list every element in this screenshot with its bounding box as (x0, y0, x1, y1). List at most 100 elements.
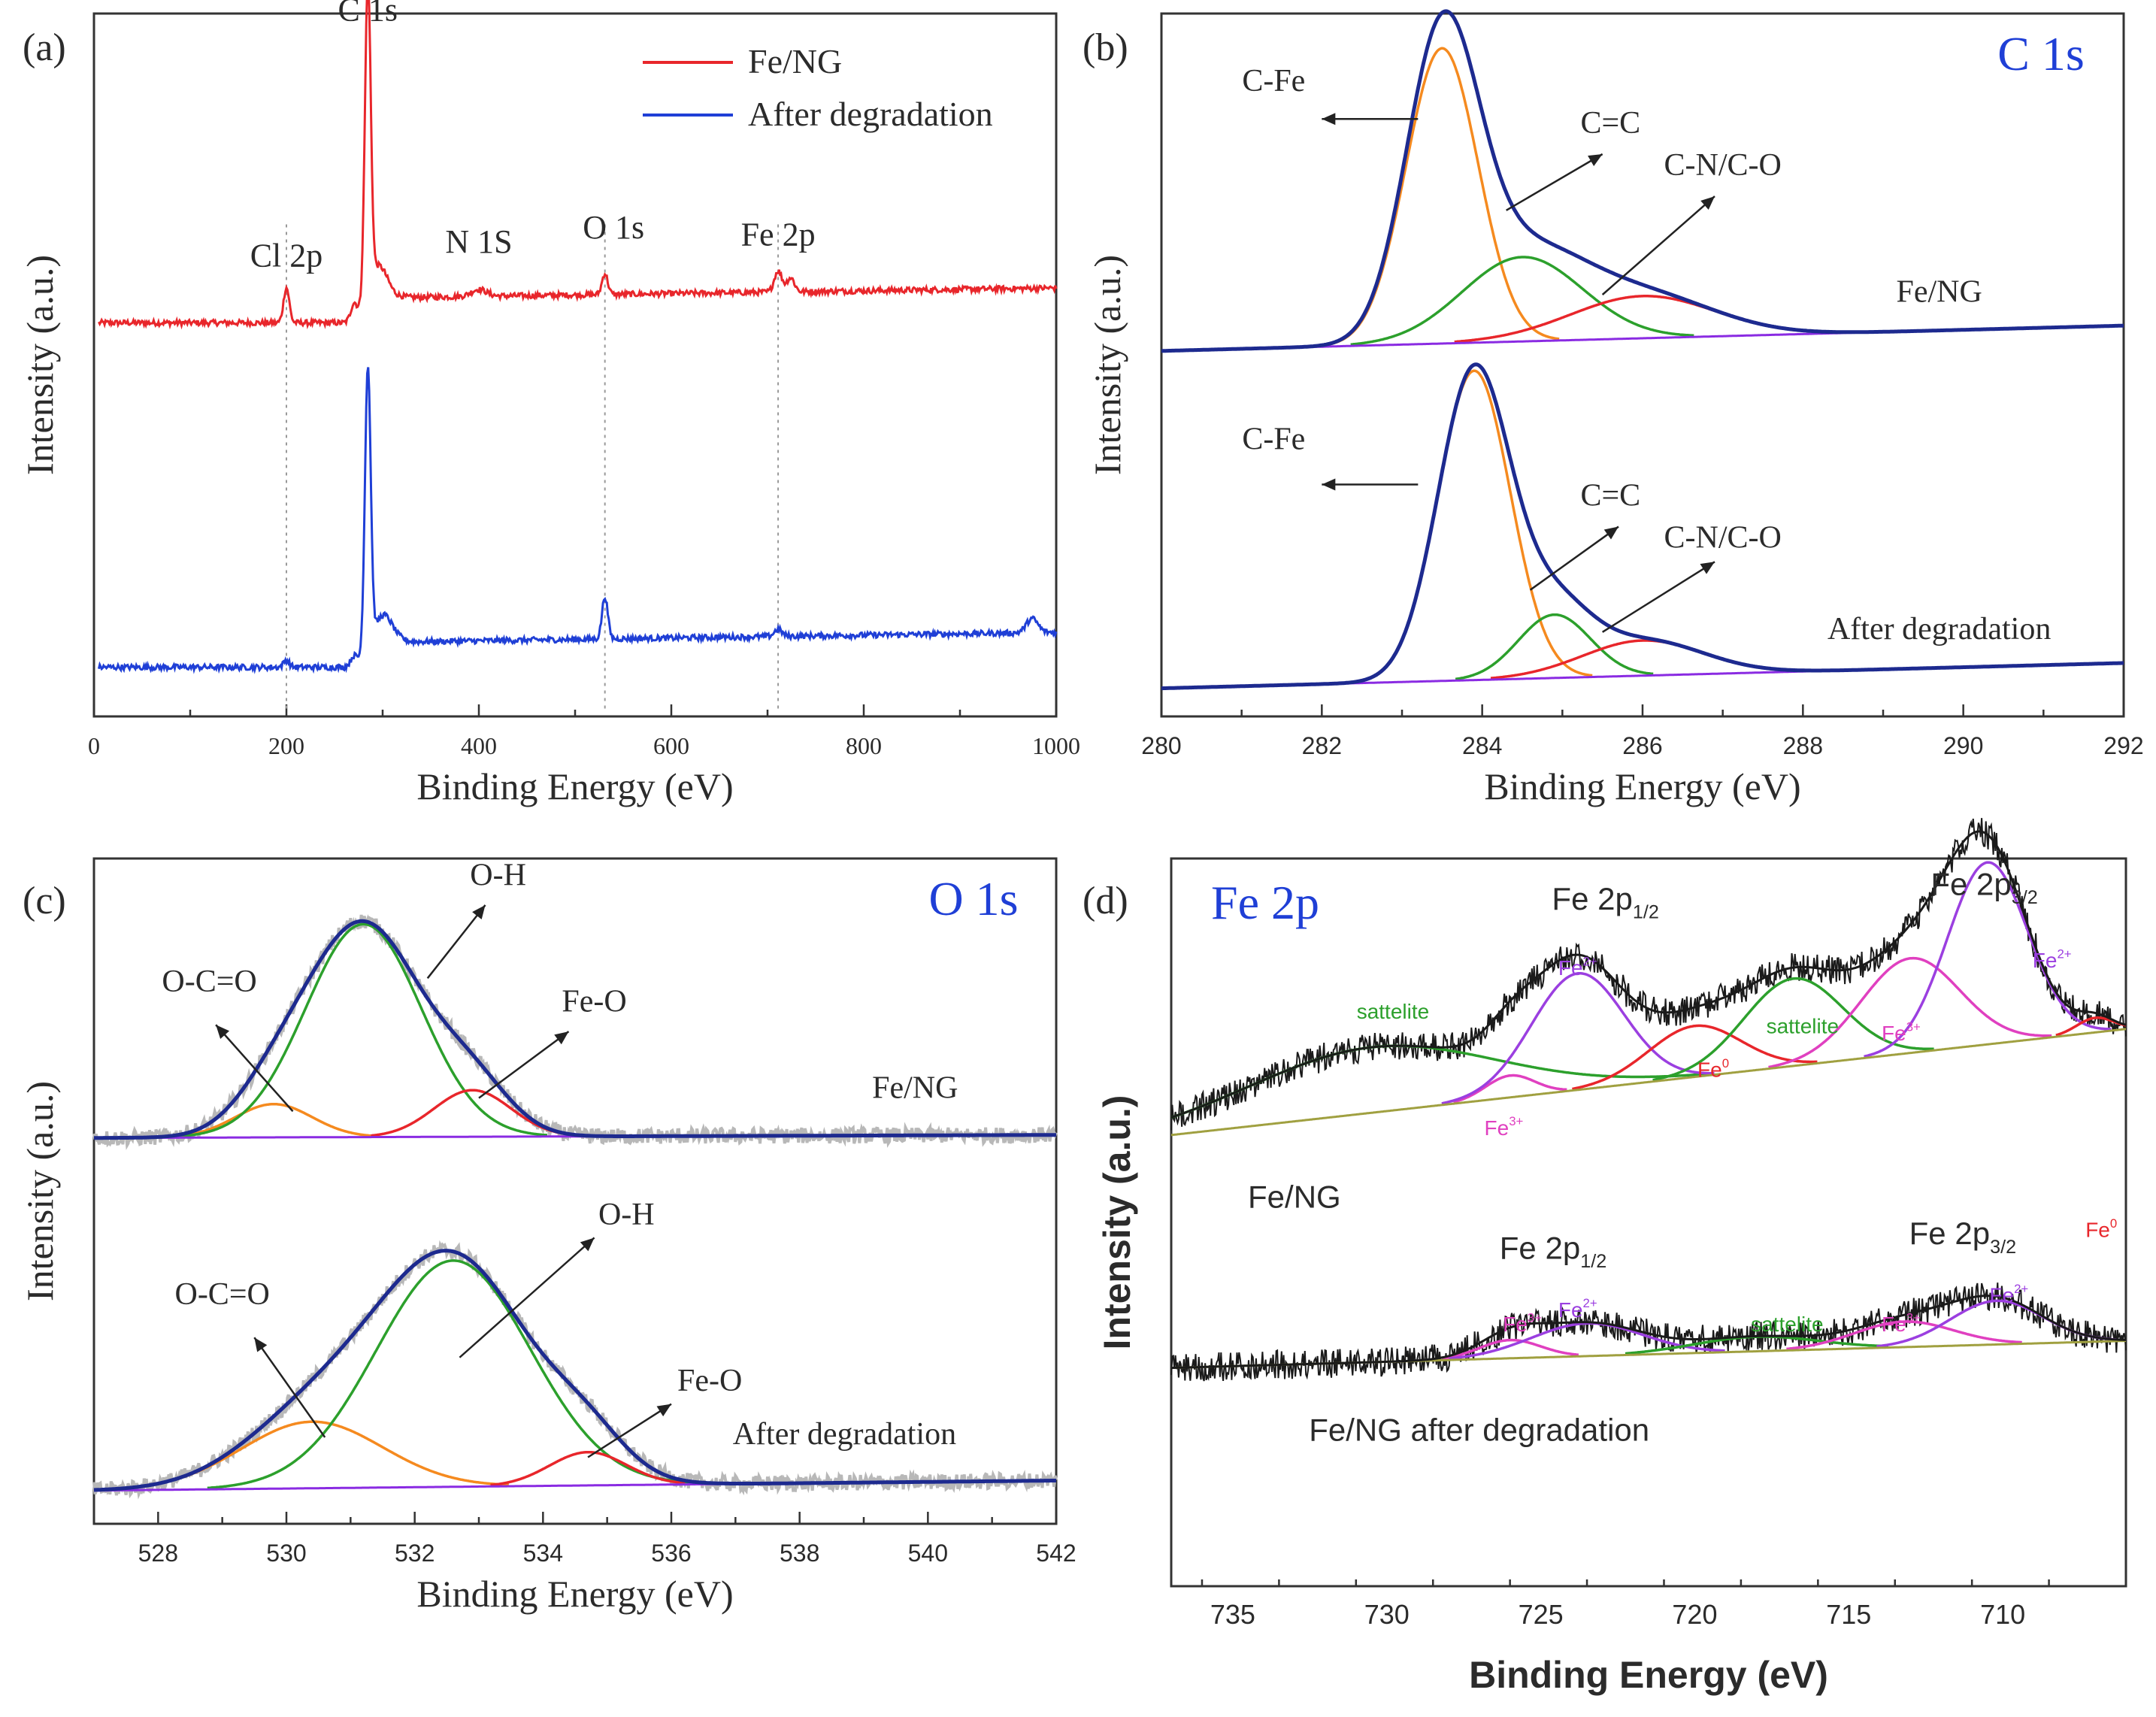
x-tick-label: 542 (1036, 1540, 1076, 1567)
x-tick-label: 282 (1302, 732, 1342, 759)
x-tick-label: 540 (908, 1540, 948, 1567)
peak-annotation: Fe/NG (1896, 274, 1982, 309)
fit-envelope (93, 1249, 1056, 1492)
x-tick-label: 710 (1980, 1599, 2025, 1630)
annotation-arrow (478, 1031, 570, 1099)
annotation-arrowhead (472, 904, 486, 920)
fit-component-c-c (1455, 613, 1654, 681)
annotation-arrowhead (1322, 478, 1336, 491)
annotation-arrow (426, 904, 486, 980)
x-axis-label: Binding Energy (eV) (416, 1573, 733, 1615)
panel-letter: (d) (1083, 880, 1128, 922)
fit-component-c-c (1350, 256, 1694, 347)
fit-component-o-h (207, 1259, 700, 1490)
annotation-arrow (1601, 195, 1715, 295)
x-tick-label: 538 (780, 1540, 819, 1567)
plot-frame (1170, 857, 2127, 1588)
peak-annotation: Fe2+ (1989, 1282, 2028, 1307)
x-tick-label: 200 (268, 732, 304, 759)
x-tick-label: 280 (1141, 732, 1181, 759)
peak-annotation: Fe 2p3/2 (1909, 1216, 2016, 1258)
fit-component-fe2- (1441, 972, 1715, 1105)
peak-annotation: Fe2+ (2033, 947, 2072, 973)
peak-annotation: Fe/NG (1248, 1179, 1341, 1215)
fit-envelope (1161, 9, 2124, 353)
x-tick-label: 725 (1519, 1599, 1564, 1630)
legend-label: After degradation (748, 95, 993, 133)
fit-component-fe3- (1786, 1320, 2022, 1351)
annotation-arrow (253, 1337, 326, 1438)
peak-annotation: Fe 2p (741, 217, 816, 253)
peak-annotation: Fe 2p1/2 (1552, 881, 1658, 923)
fit-component-o-c-o (176, 1102, 371, 1138)
peak-annotation: sattelite (1357, 1000, 1430, 1023)
fit-component-fe0 (1572, 1024, 1818, 1091)
x-tick-label: 286 (1622, 732, 1662, 759)
peak-annotation: C 1s (338, 0, 398, 28)
peak-annotation: Cl 2p (250, 238, 323, 274)
x-tick-label: 0 (88, 732, 100, 759)
plot-frame (92, 857, 1058, 1525)
fit-component-fe3- (1441, 1338, 1579, 1361)
x-tick-label: 400 (461, 732, 497, 759)
y-axis-label: Intensity (a.u.) (19, 1081, 61, 1301)
fit-component-c-fe (1355, 369, 1593, 683)
x-tick-label: 735 (1210, 1599, 1255, 1630)
peak-annotation: N 1S (445, 223, 512, 260)
annotation-arrow (1506, 153, 1603, 211)
annotation-arrowhead (580, 1237, 595, 1252)
peak-annotation: O-H (598, 1198, 655, 1232)
x-tick-label: 292 (2103, 732, 2143, 759)
peak-annotation: O 1s (583, 209, 644, 246)
x-tick-label: 528 (138, 1540, 178, 1567)
annotation-arrow (215, 1024, 294, 1113)
annotation-arrowhead (1588, 154, 1603, 166)
peak-annotation: Fe3+ (1503, 1311, 1542, 1337)
peak-annotation: sattelite (1751, 1313, 1824, 1336)
x-tick-label: 530 (266, 1540, 306, 1567)
peak-annotation: Fe-O (562, 985, 626, 1019)
panel-b: 280 282 284 286 288 290 292 Binding Energy (eV)… (1083, 9, 2144, 807)
panel-c: 528 530 532 534 536 538 540 542 Binding Energy (… (19, 857, 1076, 1615)
panel-letter: (a) (23, 26, 66, 69)
annotation-arrowhead (254, 1337, 268, 1352)
x-tick-label: 290 (1943, 732, 1983, 759)
peak-annotation: Fe2+ (1558, 1296, 1597, 1322)
peak-annotation: C-Fe (1242, 64, 1305, 98)
panel-a: 0 200 400 600 800 1000 Binding Energy (eV) Inte… (19, 0, 1080, 807)
x-axis-label: Binding Energy (eV) (1484, 765, 1800, 807)
x-tick-label: 1000 (1032, 732, 1080, 759)
panel-letter: (b) (1083, 26, 1128, 69)
peak-annotation: sattelite (1767, 1014, 1840, 1037)
series-line-fe-ng (98, 0, 1058, 330)
peak-annotation: Fe/NG after degradation (1309, 1412, 1649, 1447)
fit-component-fe3- (1452, 1074, 1567, 1104)
panel-d: 735 730 725 720 715 710 Binding Energy (eV) Int… (1083, 818, 2127, 1696)
peak-annotation: Fe/NG (872, 1071, 958, 1106)
fit-envelope (1170, 830, 2127, 1119)
raw-spectrum (1170, 818, 2127, 1131)
peak-annotation: O-H (470, 858, 526, 892)
peak-annotation: Fe0 (1697, 1056, 1729, 1082)
chart-title: O 1s (928, 872, 1018, 925)
x-tick-label: 715 (1826, 1599, 1871, 1630)
raw-spectrum (1170, 1282, 2127, 1382)
x-tick-label: 284 (1462, 732, 1502, 759)
raw-spectrum (92, 1240, 1058, 1500)
peak-annotation: O-C=O (174, 1277, 269, 1312)
chart-title: Fe 2p (1211, 876, 1319, 929)
peak-annotation: C=C (1580, 479, 1640, 513)
fit-component-fe-o (490, 1450, 686, 1487)
peak-annotation: Fe3+ (1882, 1019, 1921, 1045)
fit-component-sattelite (1652, 977, 1934, 1082)
fit-component-c-fe (1325, 47, 1560, 347)
peak-annotation: After degradation (733, 1417, 956, 1452)
annotation-arrow (587, 1403, 672, 1458)
x-tick-label: 534 (523, 1540, 563, 1567)
fit-component-fe-o (371, 1089, 574, 1137)
x-tick-label: 600 (653, 732, 689, 759)
x-axis-label: Binding Energy (eV) (1469, 1654, 1828, 1696)
annotation-arrowhead (1322, 113, 1336, 126)
peak-annotation: C=C (1580, 106, 1640, 141)
